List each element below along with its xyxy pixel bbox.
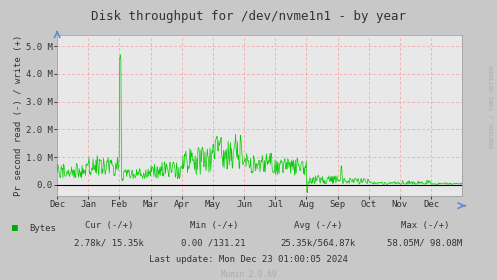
Text: Last update: Mon Dec 23 01:00:05 2024: Last update: Mon Dec 23 01:00:05 2024 (149, 255, 348, 264)
Y-axis label: Pr second read (-) / write (+): Pr second read (-) / write (+) (14, 35, 23, 196)
Text: Bytes: Bytes (29, 224, 56, 233)
Text: 0.00 /131.21: 0.00 /131.21 (181, 238, 246, 247)
Text: Disk throughput for /dev/nvme1n1 - by year: Disk throughput for /dev/nvme1n1 - by ye… (91, 10, 406, 23)
Text: Cur (-/+): Cur (-/+) (85, 221, 134, 230)
Text: ■: ■ (12, 223, 18, 233)
Text: 58.05M/ 98.08M: 58.05M/ 98.08M (387, 238, 463, 247)
Text: RRDTOOL / TOBI OETIKER: RRDTOOL / TOBI OETIKER (490, 65, 495, 148)
Text: 2.78k/ 15.35k: 2.78k/ 15.35k (75, 238, 144, 247)
Text: Min (-/+): Min (-/+) (189, 221, 238, 230)
Text: Avg (-/+): Avg (-/+) (294, 221, 342, 230)
Text: Max (-/+): Max (-/+) (401, 221, 449, 230)
Text: Munin 2.0.69: Munin 2.0.69 (221, 270, 276, 279)
Text: 25.35k/564.87k: 25.35k/564.87k (280, 238, 356, 247)
